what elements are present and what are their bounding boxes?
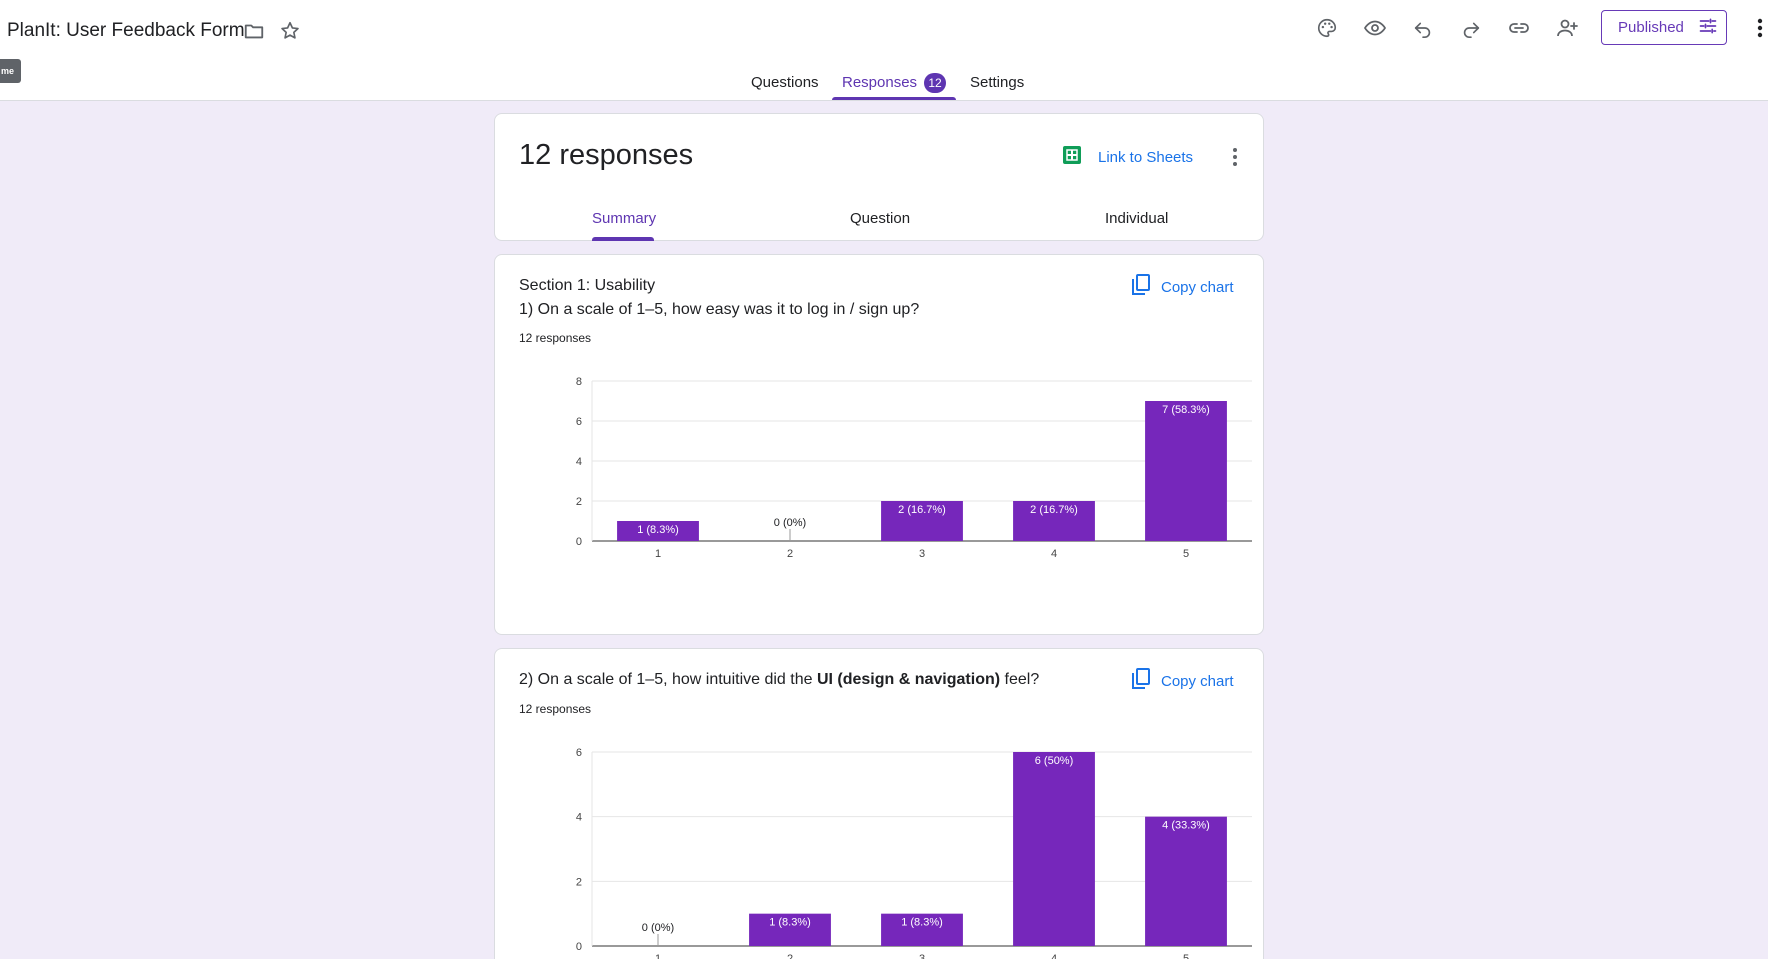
user-tag: me <box>0 59 21 83</box>
sheets-icon <box>1062 145 1082 169</box>
top-bar: PlanIt: User Feedback Form me Published … <box>0 0 1768 101</box>
data-label: 6 (50%) <box>1035 755 1074 767</box>
question-card-2: 2) On a scale of 1–5, how intuitive did … <box>494 648 1264 959</box>
x-tick-label: 1 <box>655 548 661 560</box>
question-text-bold: UI (design & navigation) <box>816 671 1001 688</box>
subtab-question[interactable]: Question <box>850 210 911 227</box>
link-to-sheets-button[interactable]: Link to Sheets <box>1062 145 1193 169</box>
bar-chart: 0 2 4 6 0 (0%) 1 1 (8.3%) 2 1 (8.3%) 3 6 (50%) 4 4 (… <box>576 747 1252 959</box>
published-button[interactable]: Published <box>1601 10 1727 45</box>
copy-chart-label: Copy chart <box>1161 672 1234 690</box>
data-label: 2 (16.7%) <box>898 504 946 516</box>
link-icon[interactable] <box>1503 12 1535 44</box>
question-response-count: 12 responses <box>519 702 592 716</box>
y-tick-label: 6 <box>576 747 582 759</box>
palette-icon[interactable] <box>1311 12 1343 44</box>
responses-summary-card: 12 responses Link to Sheets Summary Ques… <box>494 113 1264 241</box>
copy-icon <box>1131 668 1151 694</box>
y-tick-label: 4 <box>576 812 582 824</box>
tab-questions[interactable]: Questions <box>751 74 819 91</box>
data-label: 1 (8.3%) <box>769 917 811 929</box>
responses-count-badge: 12 <box>924 73 946 93</box>
redo-icon[interactable] <box>1455 12 1487 44</box>
data-label: 1 (8.3%) <box>901 917 943 929</box>
x-tick-label: 1 <box>655 953 661 959</box>
form-title[interactable]: PlanIt: User Feedback Form <box>7 20 245 41</box>
active-subtab-indicator <box>592 237 654 241</box>
y-tick-label: 2 <box>576 876 582 888</box>
data-label: 0 (0%) <box>774 517 806 529</box>
tab-responses[interactable]: Responses <box>842 74 918 91</box>
y-tick-label: 4 <box>576 456 582 468</box>
subtab-summary[interactable]: Summary <box>592 210 657 227</box>
x-tick-label: 4 <box>1051 953 1057 959</box>
x-tick-label: 2 <box>787 548 793 560</box>
y-tick-label: 0 <box>576 941 582 953</box>
copy-chart-button[interactable]: Copy chart <box>1131 274 1234 300</box>
copy-icon <box>1131 274 1151 300</box>
bar-chart: 0 2 4 6 8 1 (8.3%) 1 0 (0%) 2 2 (16.7%) 3 2 (16.7%)… <box>576 376 1252 560</box>
x-tick-label: 5 <box>1183 953 1189 959</box>
question-response-count: 12 responses <box>519 331 592 345</box>
y-tick-label: 0 <box>576 536 582 548</box>
x-tick-label: 3 <box>919 953 925 959</box>
published-label: Published <box>1618 19 1684 36</box>
add-collaborator-icon[interactable] <box>1551 12 1583 44</box>
bar <box>1145 816 1227 946</box>
data-label: 2 (16.7%) <box>1030 504 1078 516</box>
link-to-sheets-label: Link to Sheets <box>1098 148 1194 166</box>
question-text: 1) On a scale of 1–5, how easy was it to… <box>519 301 920 318</box>
star-icon[interactable] <box>277 18 303 44</box>
x-tick-label: 2 <box>787 953 793 959</box>
x-tick-label: 5 <box>1183 548 1189 560</box>
summary-more-icon[interactable] <box>1225 144 1245 170</box>
y-tick-label: 8 <box>576 376 582 388</box>
y-tick-label: 6 <box>576 416 582 428</box>
tune-icon <box>1698 16 1718 40</box>
question-text: 2) On a scale of 1–5, how intuitive did … <box>519 671 1039 689</box>
x-tick-label: 4 <box>1051 548 1057 560</box>
x-tick-label: 3 <box>919 548 925 560</box>
data-label: 1 (8.3%) <box>637 524 679 536</box>
preview-eye-icon[interactable] <box>1359 12 1391 44</box>
active-tab-indicator <box>832 97 956 100</box>
more-options-icon[interactable] <box>1752 14 1768 42</box>
bar <box>881 913 963 946</box>
data-label: 4 (33.3%) <box>1162 820 1210 832</box>
section-title: Section 1: Usability <box>519 277 656 294</box>
question-card-1: Section 1: Usability 1) On a scale of 1–… <box>494 254 1264 635</box>
copy-chart-button[interactable]: Copy chart <box>1131 668 1234 694</box>
folder-icon[interactable] <box>241 18 267 44</box>
question-text-suffix: feel? <box>1000 671 1040 688</box>
bar <box>617 521 699 541</box>
tab-settings[interactable]: Settings <box>970 74 1025 91</box>
data-label: 0 (0%) <box>642 922 674 934</box>
y-tick-label: 2 <box>576 496 582 508</box>
responses-count-title: 12 responses <box>519 139 694 171</box>
copy-chart-label: Copy chart <box>1161 278 1234 296</box>
bar <box>1013 501 1095 541</box>
bar <box>1145 401 1227 541</box>
question-text-prefix: 2) On a scale of 1–5, how intuitive did … <box>519 671 817 688</box>
undo-icon[interactable] <box>1407 12 1439 44</box>
bar <box>749 913 831 946</box>
subtab-individual[interactable]: Individual <box>1105 210 1169 227</box>
data-label: 7 (58.3%) <box>1162 404 1210 416</box>
bar <box>881 501 963 541</box>
bar <box>1013 752 1095 946</box>
